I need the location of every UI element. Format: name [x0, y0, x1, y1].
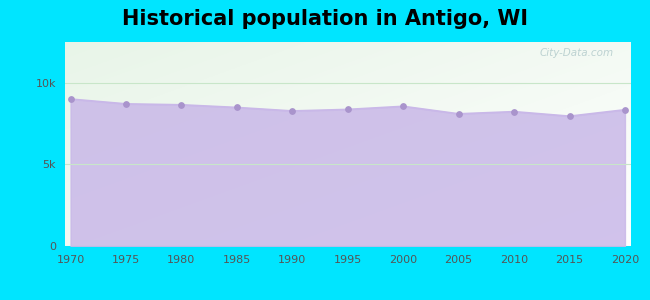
Point: [231, 105, 242, 110]
Point: [564, 114, 575, 118]
Point: [176, 102, 187, 107]
Point: [454, 111, 464, 116]
Point: [619, 107, 630, 112]
Point: [287, 109, 298, 113]
Point: [66, 97, 76, 101]
Point: [121, 101, 131, 106]
Point: [398, 104, 408, 109]
Text: Historical population in Antigo, WI: Historical population in Antigo, WI: [122, 9, 528, 29]
Text: City-Data.com: City-Data.com: [540, 48, 614, 58]
Point: [343, 107, 353, 112]
Point: [509, 109, 519, 114]
